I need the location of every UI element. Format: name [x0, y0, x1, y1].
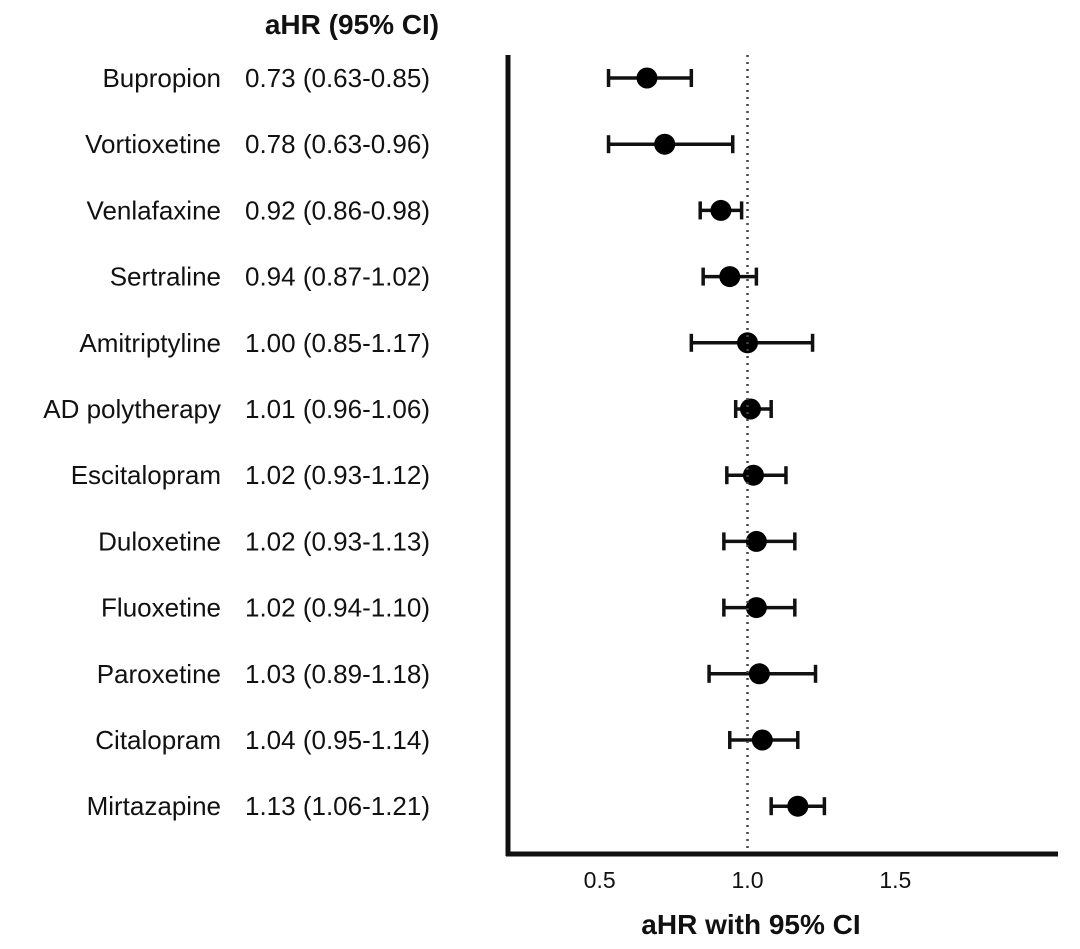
row-label: Bupropion: [102, 63, 221, 93]
row-label: AD polytherapy: [43, 394, 221, 424]
row-label: Duloxetine: [98, 526, 221, 556]
row-label: Citalopram: [95, 725, 221, 755]
row-ci-text: 0.78 (0.63-0.96): [245, 129, 430, 159]
row-ci-text: 1.02 (0.94-1.10): [245, 593, 430, 623]
x-ticks: 0.5 1.0 1.5: [584, 867, 912, 893]
forest-row: AD polytherapy 1.01 (0.96-1.06): [43, 394, 773, 424]
row-ci-text: 1.00 (0.85-1.17): [245, 328, 430, 358]
x-tick-label: 1.0: [732, 867, 764, 893]
row-ci-text: 0.73 (0.63-0.85): [245, 63, 430, 93]
rows-layer: Bupropion 0.73 (0.63-0.85) Vortioxetine 0.7…: [43, 63, 827, 821]
forest-row: Venlafaxine 0.92 (0.86-0.98): [87, 195, 744, 225]
row-label: Venlafaxine: [87, 195, 221, 225]
hr-point: [719, 266, 741, 288]
forest-row: Amitriptyline 1.00 (0.85-1.17): [79, 328, 815, 358]
hr-point: [787, 795, 809, 817]
row-ci-text: 0.94 (0.87-1.02): [245, 262, 430, 292]
row-ci-text: 1.01 (0.96-1.06): [245, 394, 430, 424]
x-tick-label: 1.5: [879, 867, 911, 893]
forest-row: Citalopram 1.04 (0.95-1.14): [95, 725, 800, 755]
forest-row: Fluoxetine 1.02 (0.94-1.10): [101, 593, 797, 623]
row-label: Vortioxetine: [85, 129, 221, 159]
hr-point: [745, 530, 767, 552]
forest-row: Mirtazapine 1.13 (1.06-1.21): [87, 791, 827, 821]
ci-header: aHR (95% CI): [265, 9, 439, 40]
row-ci-text: 0.92 (0.86-0.98): [245, 195, 430, 225]
forest-row: Paroxetine 1.03 (0.89-1.18): [97, 659, 818, 689]
forest-row: Vortioxetine 0.78 (0.63-0.96): [85, 129, 735, 159]
x-axis-title: aHR with 95% CI: [641, 909, 860, 940]
row-label: Mirtazapine: [87, 791, 221, 821]
hr-point: [710, 199, 732, 221]
row-label: Fluoxetine: [101, 593, 221, 623]
hr-point: [654, 133, 676, 155]
forest-row: Bupropion 0.73 (0.63-0.85): [102, 63, 694, 93]
row-ci-text: 1.13 (1.06-1.21): [245, 791, 430, 821]
hr-point: [745, 597, 767, 619]
hr-point: [636, 67, 658, 89]
row-label: Paroxetine: [97, 659, 221, 689]
hr-point: [751, 729, 773, 751]
row-ci-text: 1.03 (0.89-1.18): [245, 659, 430, 689]
row-ci-text: 1.02 (0.93-1.12): [245, 460, 430, 490]
forest-row: Duloxetine 1.02 (0.93-1.13): [98, 526, 797, 556]
hr-point: [739, 398, 761, 420]
x-tick-label: 0.5: [584, 867, 616, 893]
forest-row: Escitalopram 1.02 (0.93-1.12): [71, 460, 788, 490]
forest-row: Sertraline 0.94 (0.87-1.02): [110, 262, 759, 292]
row-ci-text: 1.02 (0.93-1.13): [245, 526, 430, 556]
hr-point: [742, 464, 764, 486]
row-label: Sertraline: [110, 262, 221, 292]
row-ci-text: 1.04 (0.95-1.14): [245, 725, 430, 755]
hr-point: [748, 663, 770, 685]
row-label: Amitriptyline: [79, 328, 221, 358]
row-label: Escitalopram: [71, 460, 221, 490]
